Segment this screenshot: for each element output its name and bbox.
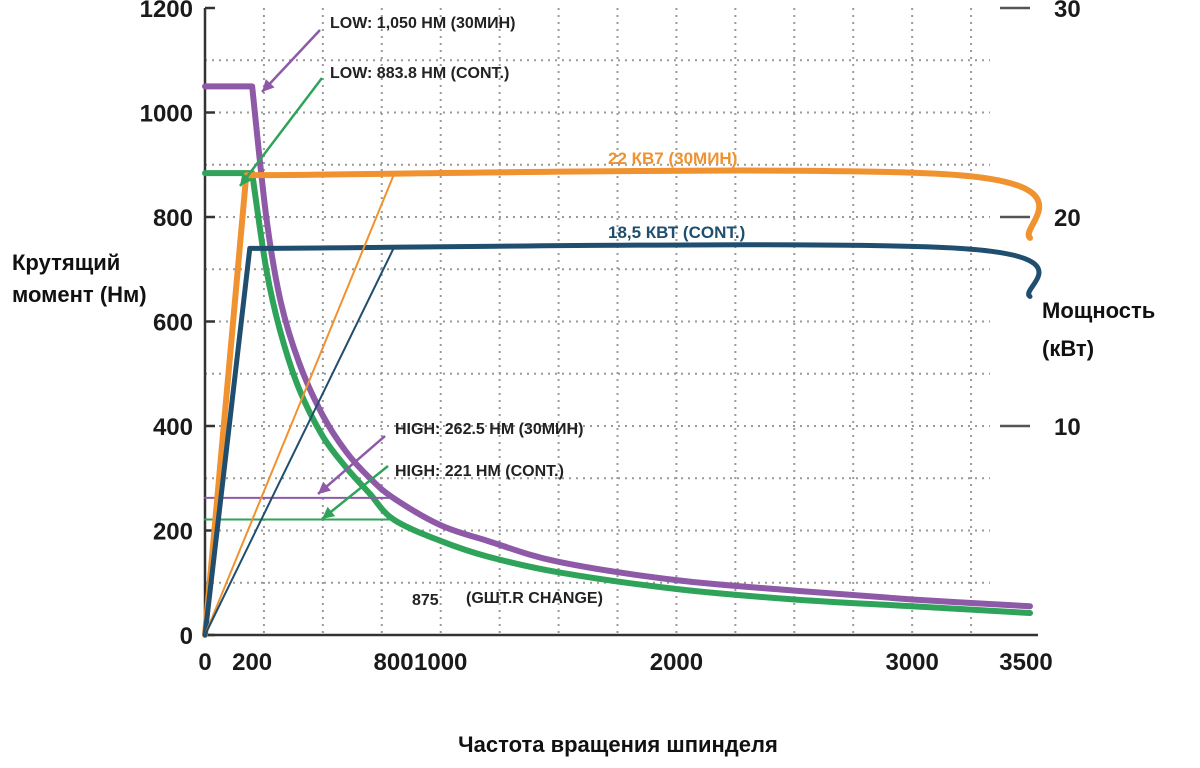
series-line-22-кв7-30мин bbox=[202, 167, 1043, 638]
series-lines bbox=[202, 83, 1043, 638]
annotation-7: (GШТ.R CHANGE) bbox=[466, 590, 603, 607]
arrow-high-cont-head bbox=[322, 506, 336, 519]
x-tick-label: 0 bbox=[198, 649, 211, 676]
series-line-low-883-8-нм-cont bbox=[202, 170, 1033, 617]
y-axis-label-left: Крутящий bbox=[12, 250, 120, 275]
annotation-0: LOW: 1,050 НМ (30МИН) bbox=[330, 15, 515, 32]
annotation-arrows bbox=[239, 29, 389, 520]
y-tick-label-left: 1000 bbox=[140, 101, 193, 128]
axes bbox=[203, 6, 1038, 637]
arrow-low-cont-head bbox=[240, 172, 253, 186]
y-axis-label-left: момент (Нм) bbox=[12, 282, 147, 307]
arrow-high-30min bbox=[317, 435, 386, 495]
y-tick-label-right: 10 bbox=[1054, 414, 1081, 441]
series-line-guide-7 bbox=[204, 247, 395, 636]
y-axis-label-right: Мощность bbox=[1042, 298, 1155, 323]
x-axis-label: Частота вращения шпинделя bbox=[458, 732, 778, 757]
y-tick-label-left: 400 bbox=[153, 414, 193, 441]
arrow-high-30min-head bbox=[318, 481, 331, 494]
annotations: LOW: 1,050 НМ (30МИН) LOW: 883.8 НМ (CONT… bbox=[330, 15, 745, 609]
annotation-1: LOW: 883.8 НМ (CONT.) bbox=[330, 65, 509, 82]
x-tick-label: 3000 bbox=[885, 649, 938, 676]
y-tick-label-left: 600 bbox=[153, 310, 193, 337]
annotation-5: HIGH: 221 НМ (CONT.) bbox=[395, 463, 564, 480]
y-tick-label-right: 20 bbox=[1054, 205, 1081, 232]
series-line-guide-6 bbox=[204, 174, 395, 636]
y-tick-label-left: 200 bbox=[153, 519, 193, 546]
series-line-18-5-квт-cont bbox=[202, 242, 1042, 638]
arrow-low-cont bbox=[239, 77, 323, 187]
grid-lines bbox=[205, 8, 990, 635]
series-line-low-1-050-нм-30мин bbox=[202, 83, 1033, 610]
x-tick-label: 2000 bbox=[650, 649, 703, 676]
y-axis-label-right: (кВт) bbox=[1042, 336, 1094, 361]
arrow-low-30min-head bbox=[262, 79, 275, 92]
annotation-6: 875 bbox=[412, 592, 439, 609]
annotation-3: 18,5 КВТ (CONT.) bbox=[608, 223, 745, 242]
y-tick-label-right: 30 bbox=[1054, 0, 1081, 23]
annotation-4: HIGH: 262.5 НМ (30МИН) bbox=[395, 421, 583, 438]
x-tick-label: 1000 bbox=[414, 649, 467, 676]
x-tick-label: 200 bbox=[232, 649, 272, 676]
y-tick-label-left: 800 bbox=[153, 205, 193, 232]
x-tick-label: 3500 bbox=[999, 649, 1052, 676]
axis-labels: Частота вращения шпинделя Крутящий момент … bbox=[12, 250, 1155, 757]
x-tick-label: 800 bbox=[374, 649, 414, 676]
arrow-high-cont bbox=[321, 465, 389, 520]
annotation-2: 22 КВ7 (30МИН) bbox=[608, 149, 737, 168]
y-tick-label-left: 0 bbox=[180, 623, 193, 650]
y-tick-label-left: 1200 bbox=[140, 0, 193, 23]
arrow-low-30min bbox=[261, 29, 321, 93]
